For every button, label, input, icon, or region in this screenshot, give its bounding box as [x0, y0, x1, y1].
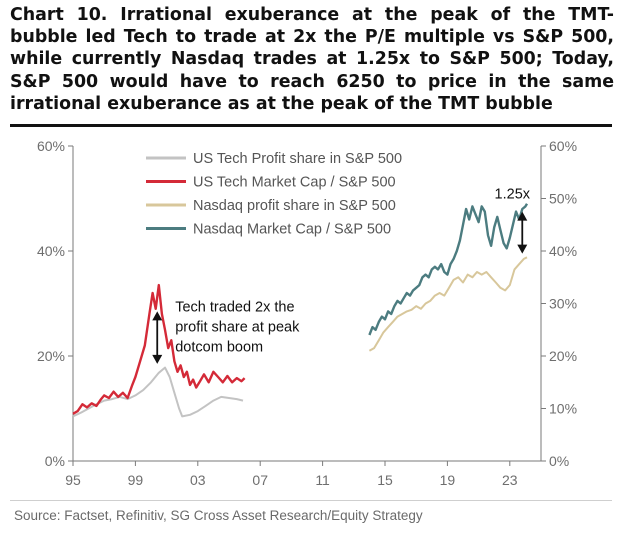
left-tick-label: 0%	[45, 453, 65, 469]
line-chart: 0% 20% 40% 60% 0% 10% 20% 30% 40% 50% 60% 95 99 03 07 1…	[37, 138, 577, 488]
arrow-head-up	[152, 311, 163, 321]
annotation-text-line: 1.25x	[495, 187, 531, 203]
x-tick-label: 95	[65, 472, 81, 488]
source-divider	[10, 500, 612, 501]
right-tick-label: 40%	[549, 243, 577, 259]
annotation-text-line: Tech traded 2x the	[175, 299, 294, 315]
legend-label: US Tech Profit share in S&P 500	[193, 151, 402, 167]
right-tick-label: 60%	[549, 138, 577, 154]
annotation-arrow-tech-2x	[152, 311, 163, 364]
series-line-us-tech-mcap	[72, 283, 246, 415]
x-tick-label: 99	[128, 472, 144, 488]
x-tick-label: 15	[377, 472, 393, 488]
legend-label: Nasdaq Market Cap / S&P 500	[193, 222, 391, 238]
title-divider	[10, 124, 612, 127]
left-tick-label: 40%	[37, 243, 65, 259]
right-tick-label: 0%	[549, 453, 569, 469]
series-line-nasdaq-mcap	[368, 203, 529, 336]
legend: US Tech Profit share in S&P 500 US Tech M…	[146, 151, 402, 238]
annotation-arrow-nasdaq-125x	[517, 211, 528, 254]
x-tick-label: 11	[315, 472, 330, 488]
right-tick-label: 20%	[549, 348, 577, 364]
left-tick-label: 20%	[37, 348, 65, 364]
series-line-nasdaq-profit	[368, 256, 528, 352]
x-tick-label: 03	[190, 472, 206, 488]
chart-title: Chart 10. Irrational exuberance at the p…	[10, 5, 614, 114]
x-tick-label: 19	[440, 472, 456, 488]
annotation-text-line: dotcom boom	[175, 339, 263, 355]
arrow-head-down	[517, 244, 528, 254]
series-layer	[72, 203, 529, 418]
source-note: Source: Factset, Refinitiv, SG Cross Ass…	[14, 508, 423, 523]
legend-label: Nasdaq profit share in S&P 500	[193, 198, 396, 214]
x-tick-label: 07	[252, 472, 268, 488]
legend-label: US Tech Market Cap / S&P 500	[193, 175, 396, 191]
arrow-head-up	[517, 211, 528, 221]
annotation-text-line: profit share at peak	[175, 319, 300, 335]
chart-axes: 0% 20% 40% 60% 0% 10% 20% 30% 40% 50% 60% 95 99 03 07 1…	[37, 138, 577, 488]
x-tick-label: 23	[502, 472, 518, 488]
right-tick-label: 30%	[549, 296, 577, 312]
right-tick-label: 10%	[549, 401, 577, 417]
arrow-head-down	[152, 354, 163, 364]
left-tick-label: 60%	[37, 138, 65, 154]
right-tick-label: 50%	[549, 191, 577, 207]
series-line-us-tech-profit	[72, 366, 244, 418]
annotation-layer: Tech traded 2x the profit share at peak do…	[152, 187, 531, 364]
